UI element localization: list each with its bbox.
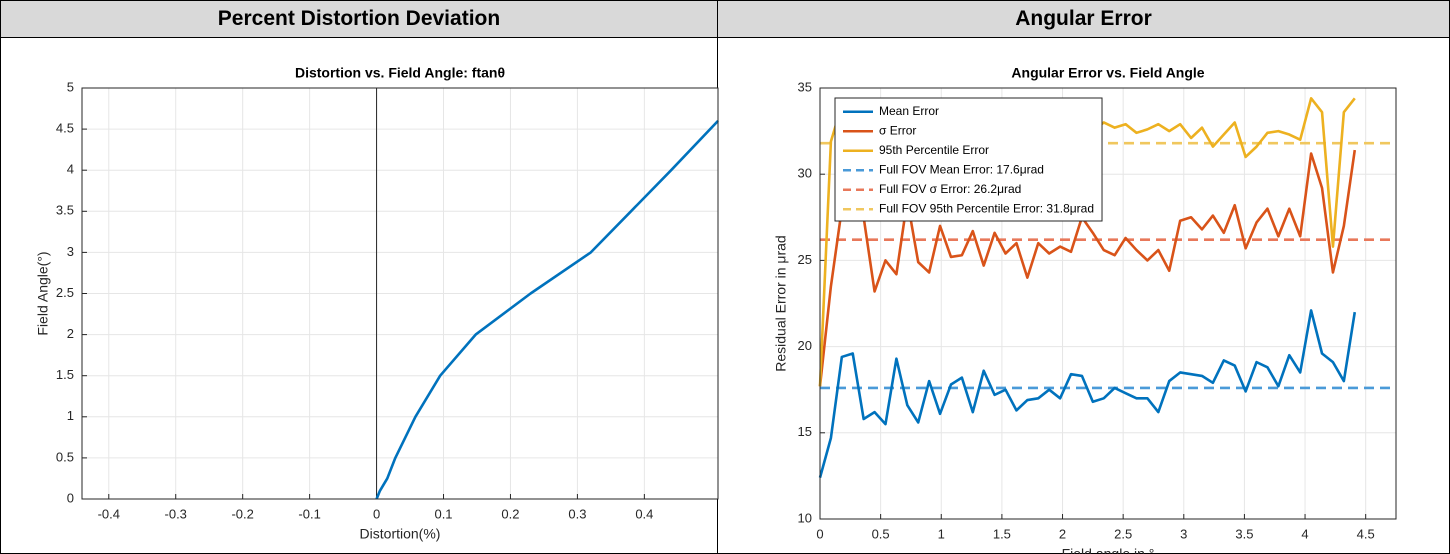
y-tick-label: 30 <box>798 166 812 181</box>
y-tick-label: 25 <box>798 252 812 267</box>
y-tick-label: 3.5 <box>56 203 74 218</box>
data-line <box>375 119 719 500</box>
x-tick-label: 3 <box>1180 526 1187 541</box>
legend-label: σ Error <box>879 123 916 137</box>
x-tick-label: 2 <box>1059 526 1066 541</box>
y-axis-label: Field Angle(°) <box>35 251 51 335</box>
x-axis-label: Field angle in ° <box>1062 546 1155 554</box>
y-tick-label: 35 <box>798 79 812 94</box>
y-tick-label: 2 <box>67 326 74 341</box>
chart-title: Angular Error vs. Field Angle <box>1011 65 1204 81</box>
x-tick-label: 2.5 <box>1114 526 1132 541</box>
x-tick-label: -0.3 <box>165 506 187 521</box>
y-tick-label: 3 <box>67 244 74 259</box>
y-tick-label: 0 <box>67 490 74 505</box>
x-tick-label: 1 <box>938 526 945 541</box>
legend-label: Full FOV σ Error: 26.2μrad <box>879 182 1021 196</box>
chart-title: Distortion vs. Field Angle: ftanθ <box>295 65 505 81</box>
legend-label: Full FOV Mean Error: 17.6μrad <box>879 162 1044 176</box>
y-tick-label: 1 <box>67 408 74 423</box>
legend-label: Mean Error <box>879 104 939 118</box>
legend-label: 95th Percentile Error <box>879 143 989 157</box>
y-tick-label: 1.5 <box>56 367 74 382</box>
x-tick-label: -0.2 <box>231 506 253 521</box>
y-tick-label: 2.5 <box>56 285 74 300</box>
x-tick-label: -0.4 <box>98 506 120 521</box>
x-tick-label: 0 <box>373 506 380 521</box>
axes-box <box>81 87 719 500</box>
y-tick-label: 0.5 <box>56 449 74 464</box>
y-tick-label: 15 <box>798 424 812 439</box>
y-tick-label: 4.5 <box>56 121 74 136</box>
x-tick-label: 3.5 <box>1235 526 1253 541</box>
column-header: Percent Distortion Deviation <box>0 0 718 38</box>
x-tick-label: 0 <box>816 526 823 541</box>
x-tick-label: 0.4 <box>635 506 653 521</box>
axes-box <box>819 87 1397 520</box>
data-line <box>818 309 1357 478</box>
y-axis-label: Residual Error in μrad <box>773 235 789 371</box>
x-tick-label: -0.1 <box>298 506 320 521</box>
legend: Mean Error σ Error 95th Percentile Error Fu… <box>834 97 1103 222</box>
y-tick-label: 5 <box>67 79 74 94</box>
y-tick-label: 4 <box>67 162 74 177</box>
x-tick-label: 1.5 <box>993 526 1011 541</box>
legend-box <box>834 97 1103 222</box>
x-tick-label: 0.2 <box>501 506 519 521</box>
x-tick-label: 4.5 <box>1357 526 1375 541</box>
x-tick-label: 4 <box>1301 526 1308 541</box>
x-tick-label: 0.1 <box>434 506 452 521</box>
y-tick-label: 10 <box>798 510 812 525</box>
x-tick-label: 0.3 <box>568 506 586 521</box>
y-tick-label: 20 <box>798 338 812 353</box>
legend-label: Full FOV 95th Percentile Error: 31.8μrad <box>879 201 1094 215</box>
x-tick-label: 0.5 <box>872 526 890 541</box>
x-axis-label: Distortion(%) <box>360 526 441 542</box>
